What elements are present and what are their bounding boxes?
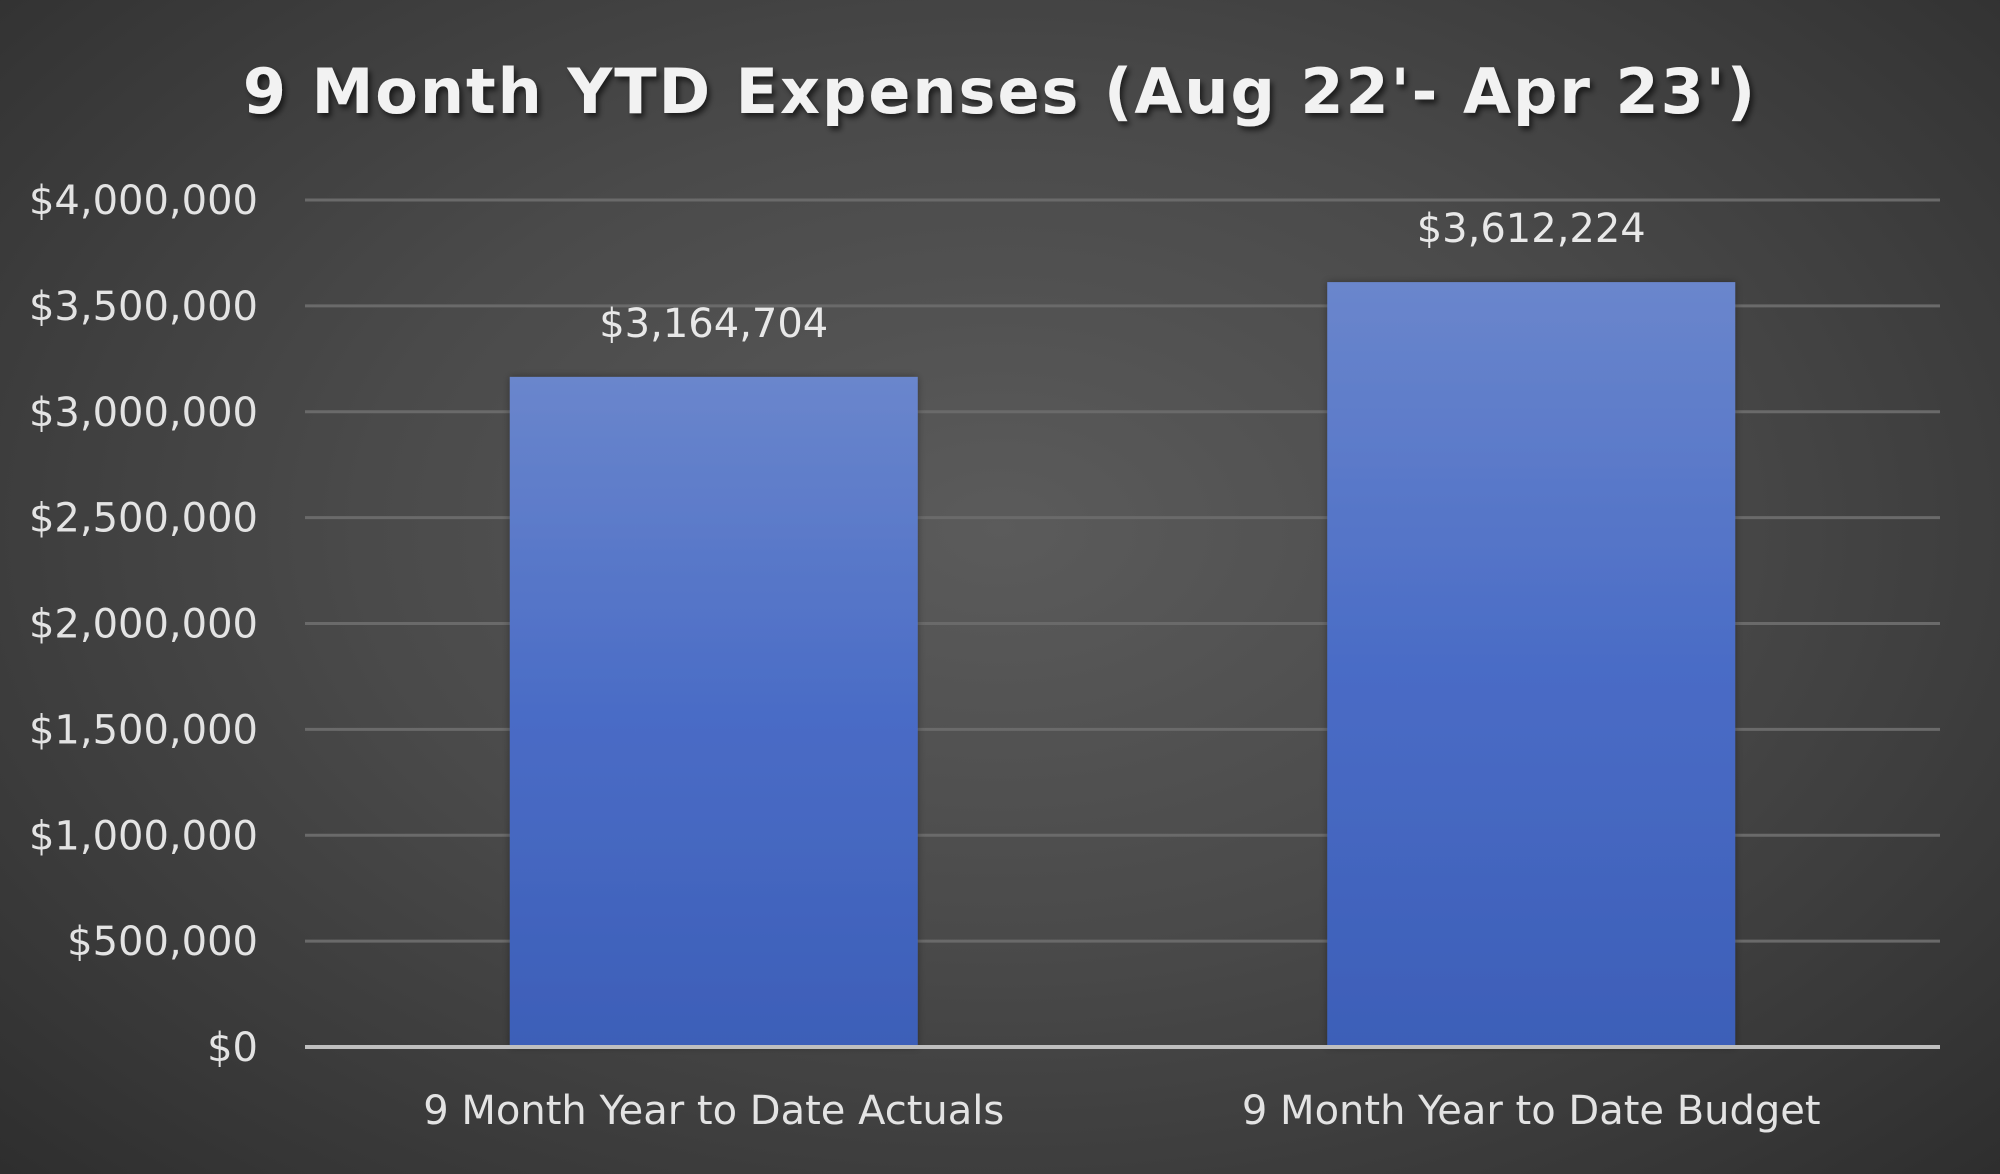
y-tick-label: $0 xyxy=(207,1025,258,1071)
chart-title: 9 Month YTD Expenses (Aug 22'- Apr 23') xyxy=(243,55,1757,128)
category-label: 9 Month Year to Date Actuals xyxy=(423,1088,1004,1134)
data-label: $3,164,704 xyxy=(599,301,828,347)
y-tick-label: $4,000,000 xyxy=(29,178,258,224)
bar xyxy=(509,376,918,1048)
bars xyxy=(509,282,1736,1048)
y-axis-ticks: $0 $500,000 $1,000,000 $1,500,000 $2,000,000… xyxy=(29,178,258,1071)
y-tick-label: $1,000,000 xyxy=(29,813,258,859)
category-label: 9 Month Year to Date Budget xyxy=(1242,1088,1821,1134)
y-tick-label: $500,000 xyxy=(67,919,258,965)
y-tick-label: $1,500,000 xyxy=(29,707,258,753)
data-labels: $3,164,704 $3,612,224 xyxy=(599,206,1646,347)
category-labels: 9 Month Year to Date Actuals 9 Month Year… xyxy=(423,1088,1820,1134)
data-label: $3,612,224 xyxy=(1417,206,1646,252)
y-tick-label: $2,000,000 xyxy=(29,602,258,648)
y-tick-label: $3,000,000 xyxy=(29,390,258,436)
bar xyxy=(1327,282,1736,1047)
y-tick-label: $2,500,000 xyxy=(29,496,258,542)
y-tick-label: $3,500,000 xyxy=(29,284,258,330)
